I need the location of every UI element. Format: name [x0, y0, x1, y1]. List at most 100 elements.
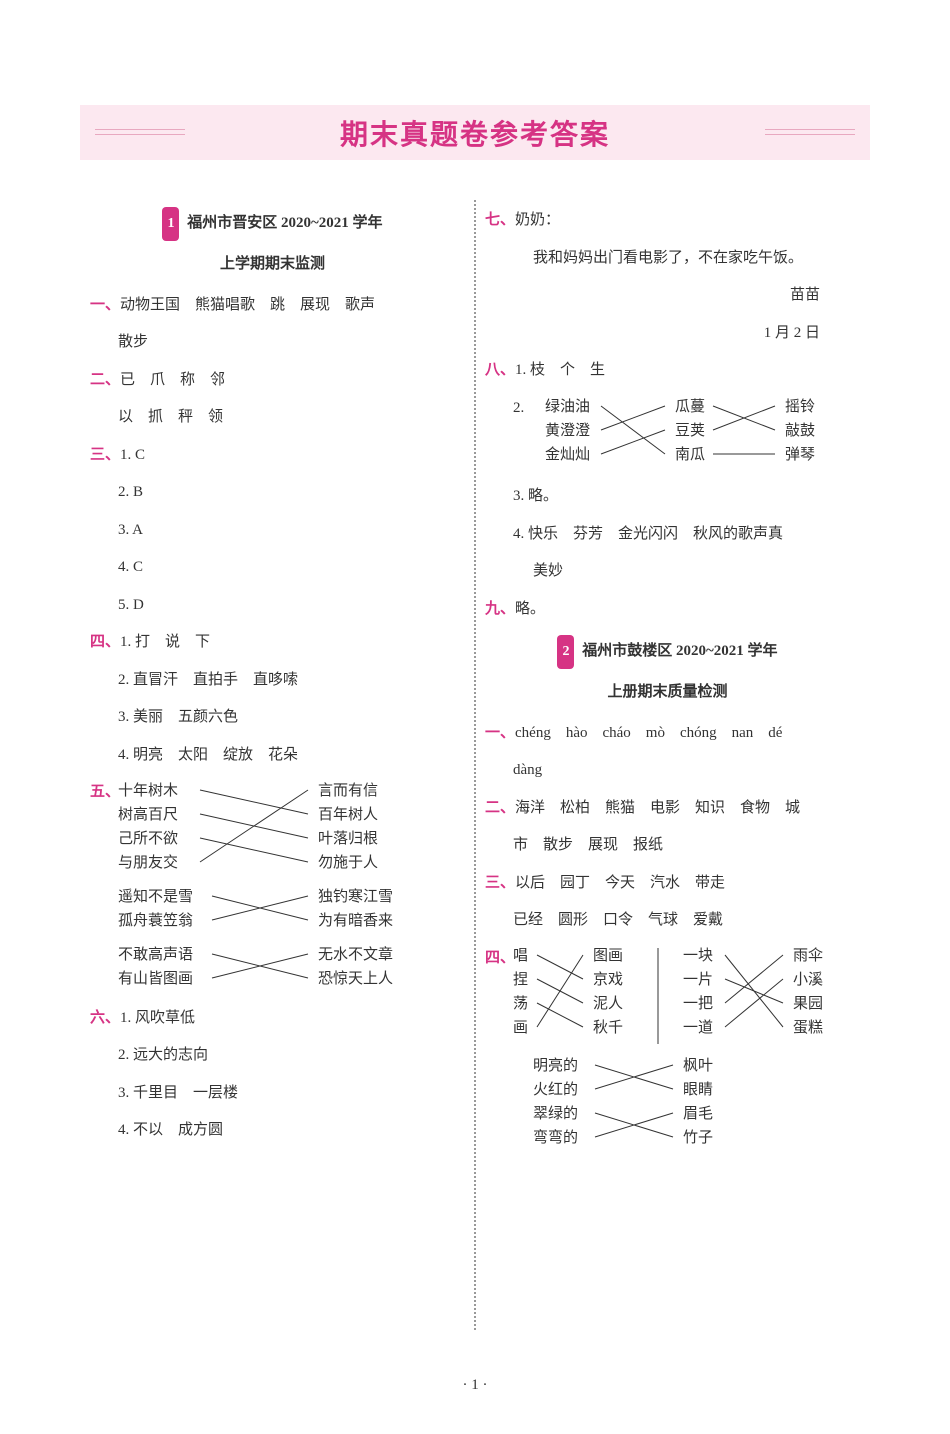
section2-subtitle: 上册期末质量检测	[485, 675, 850, 710]
section1-badge: 1	[162, 207, 179, 241]
match-diagram-s2-4-1: 唱捏荡画图画京戏泥人秋千一块一片一把一道雨伞小溪果园蛋糕	[513, 944, 873, 1048]
qnum: 五、	[90, 784, 120, 800]
s1q8-3: 3. 略。	[485, 479, 850, 514]
answer-text: 1. C	[120, 447, 145, 463]
section1-header: 1 福州市晋安区 2020~2021 学年	[90, 206, 455, 241]
right-column: 七、奶奶： 我和妈妈出门看电影了，不在家吃午饭。 苗苗 1 月 2 日 八、1.…	[470, 200, 850, 1164]
title-rule-left	[95, 129, 185, 135]
answer-text: 已 爪 称 邻	[120, 372, 225, 388]
svg-text:蛋糕: 蛋糕	[793, 1019, 823, 1036]
s1q2-l2: 以 抓 秤 领	[90, 400, 455, 435]
title-band: 期末真题卷参考答案	[80, 105, 870, 160]
s1q6-1: 六、1. 风吹草低	[90, 1001, 455, 1036]
answer-text: 海洋 松柏 熊猫 电影 知识 食物 城	[515, 800, 800, 816]
s1q7-date: 1 月 2 日	[485, 316, 850, 351]
s1q1: 一、动物王国 熊猫唱歌 跳 展现 歌声	[90, 288, 455, 323]
s2q1: 一、chéng hào cháo mò chóng nan dé	[485, 716, 850, 751]
section2-title1: 福州市鼓楼区 2020~2021 学年	[582, 643, 777, 659]
s1q3-5: 5. D	[90, 588, 455, 623]
svg-text:为有暗香来: 为有暗香来	[318, 912, 393, 929]
svg-text:孤舟蓑笠翁: 孤舟蓑笠翁	[118, 912, 193, 929]
content-columns: 1 福州市晋安区 2020~2021 学年 上学期期末监测 一、动物王国 熊猫唱…	[90, 200, 860, 1164]
s1q3-4: 4. C	[90, 550, 455, 585]
qnum: 三、	[90, 447, 120, 463]
svg-text:画: 画	[513, 1020, 528, 1036]
svg-text:叶落归根: 叶落归根	[318, 830, 378, 847]
svg-text:一把: 一把	[683, 995, 713, 1012]
svg-text:京戏: 京戏	[593, 971, 623, 988]
s1q8-2label: 2.	[485, 400, 524, 416]
answer-text: 1. 风吹草低	[120, 1010, 195, 1026]
s1q7-to: 七、奶奶：	[485, 203, 850, 238]
svg-text:眼睛: 眼睛	[683, 1081, 713, 1098]
svg-text:独钓寒江雪: 独钓寒江雪	[318, 887, 393, 905]
s2q2: 二、海洋 松柏 熊猫 电影 知识 食物 城	[485, 791, 850, 826]
svg-text:南瓜: 南瓜	[675, 446, 705, 463]
s1q8-4: 4. 快乐 芬芳 金光闪闪 秋风的歌声真	[485, 517, 850, 552]
svg-text:言而有信: 言而有信	[318, 782, 378, 799]
s1q7-body: 我和妈妈出门看电影了，不在家吃午饭。	[485, 241, 850, 276]
s1q3-1: 三、1. C	[90, 438, 455, 473]
answer-text: 1. 枝 个 生	[515, 362, 605, 378]
page-number: · 1 ·	[0, 1377, 950, 1394]
s1q3-2: 2. B	[90, 475, 455, 510]
svg-text:雨伞: 雨伞	[793, 947, 823, 964]
section1-subtitle: 上学期期末监测	[90, 247, 455, 282]
match-diagram-5-2: 遥知不是雪孤舟蓑笠翁 独钓寒江雪为有暗香来	[118, 885, 458, 937]
svg-text:无水不文章: 无水不文章	[318, 945, 393, 963]
svg-text:一道: 一道	[683, 1019, 713, 1036]
svg-text:有山皆图画: 有山皆图画	[118, 970, 193, 987]
svg-text:眉毛: 眉毛	[683, 1105, 713, 1122]
match-diagram-5-1: 十年树木树高百尺己所不欲与朋友交言而有信百年树人叶落归根勿施于人	[118, 779, 458, 879]
s1q8-4b: 美妙	[485, 554, 850, 589]
svg-text:遥知不是雪: 遥知不是雪	[118, 888, 193, 905]
answer-text: 以后 园丁 今天 汽水 带走	[515, 875, 725, 891]
svg-text:枫叶: 枫叶	[683, 1057, 713, 1074]
s1q4-3: 3. 美丽 五颜六色	[90, 700, 455, 735]
section2-header: 2 福州市鼓楼区 2020~2021 学年	[485, 634, 850, 669]
svg-text:黄澄澄: 黄澄澄	[545, 422, 590, 439]
qnum: 四、	[90, 634, 120, 650]
page-title: 期末真题卷参考答案	[340, 113, 610, 153]
answer-text: 1. 打 说 下	[120, 634, 210, 650]
svg-text:百年树人: 百年树人	[318, 806, 378, 823]
svg-text:捏: 捏	[513, 971, 528, 988]
svg-text:豆荚: 豆荚	[675, 422, 705, 439]
answer-text: chéng hào cháo mò chóng nan dé	[515, 725, 782, 741]
svg-text:金灿灿: 金灿灿	[545, 446, 590, 463]
svg-text:果园: 果园	[793, 995, 823, 1012]
svg-text:弹琴: 弹琴	[785, 446, 815, 463]
svg-text:一块: 一块	[683, 947, 713, 964]
s2q3: 三、以后 园丁 今天 汽水 带走	[485, 866, 850, 901]
section2-badge: 2	[557, 635, 574, 669]
svg-text:竹子: 竹子	[683, 1129, 713, 1146]
svg-text:与朋友交: 与朋友交	[118, 853, 178, 871]
svg-text:图画: 图画	[593, 947, 623, 964]
s1q1-l2: 散步	[90, 325, 455, 360]
match-diagram-8: 绿油油黄澄澄金灿灿瓜蔓豆荚南瓜摇铃敲鼓弹琴	[525, 395, 865, 473]
qnum: 八、	[485, 362, 515, 378]
svg-text:勿施于人: 勿施于人	[318, 854, 378, 871]
answer-text: 动物王国 熊猫唱歌 跳 展现 歌声	[120, 297, 375, 313]
s1q4-1: 四、1. 打 说 下	[90, 625, 455, 660]
svg-text:明亮的: 明亮的	[533, 1057, 578, 1074]
note-to: 奶奶：	[515, 212, 560, 228]
svg-text:唱: 唱	[513, 948, 528, 964]
section1-title1: 福州市晋安区 2020~2021 学年	[187, 215, 382, 231]
s1q7-from: 苗苗	[485, 278, 850, 313]
answer-text: 略。	[515, 601, 545, 617]
match-diagram-5-3: 不敢高声语有山皆图画无水不文章恐惊天上人	[118, 943, 458, 995]
svg-text:一片: 一片	[683, 971, 713, 988]
qnum: 二、	[90, 372, 120, 388]
qnum: 七、	[485, 212, 515, 228]
match-diagram-s2-4-2: 明亮的火红的翠绿的弯弯的枫叶眼睛眉毛竹子	[533, 1054, 793, 1158]
qnum: 一、	[90, 297, 120, 313]
svg-text:秋千: 秋千	[593, 1019, 623, 1036]
s1q3-3: 3. A	[90, 513, 455, 548]
qnum: 六、	[90, 1010, 120, 1026]
svg-text:弯弯的: 弯弯的	[533, 1129, 578, 1146]
s1q2: 二、已 爪 称 邻	[90, 363, 455, 398]
s1q8-1: 八、1. 枝 个 生	[485, 353, 850, 388]
qnum: 二、	[485, 800, 515, 816]
svg-text:恐惊天上人: 恐惊天上人	[318, 970, 393, 987]
